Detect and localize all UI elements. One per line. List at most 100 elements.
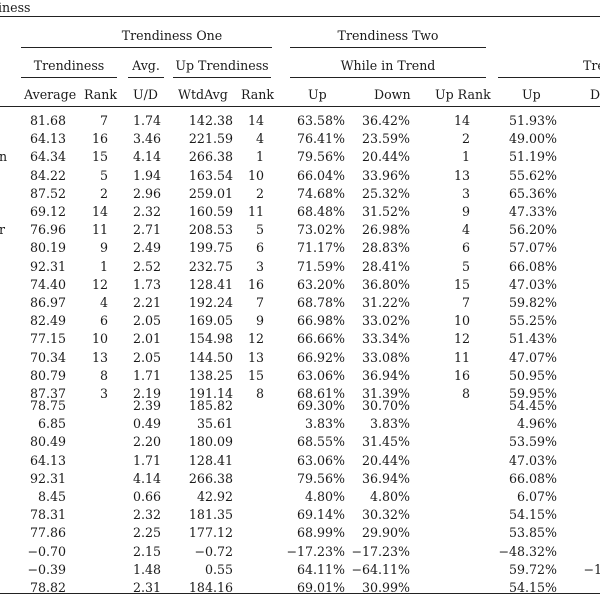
- cell-wtdavg: 266.38: [188, 149, 233, 165]
- cell-wtdavg: 128.41: [188, 452, 233, 468]
- cell-up: 68.55%: [296, 434, 345, 450]
- cell-up3: 57.07%: [508, 240, 557, 256]
- cell-up: 69.01%: [296, 580, 345, 595]
- cell-up3: 47.03%: [508, 276, 557, 292]
- cell-up-rank: 1: [461, 149, 470, 165]
- column-header-average: Average: [24, 87, 77, 102]
- cell-up-rank: 5: [461, 258, 470, 274]
- cell-up-rank: 15: [453, 276, 470, 292]
- cell-wtdavg: 199.75: [188, 240, 233, 256]
- cell-up3: 51.19%: [508, 149, 557, 165]
- cell-up3: 59.72%: [508, 561, 557, 577]
- cell-rank2: 12: [247, 331, 264, 347]
- cell-ud: 1.74: [132, 113, 161, 128]
- cell-down: 33.08%: [361, 349, 410, 365]
- cell-up: 71.17%: [296, 240, 345, 256]
- cell-d3: 2: [540, 277, 600, 292]
- cell-d3: 2: [540, 186, 600, 201]
- cell-up3: 49.00%: [508, 131, 557, 147]
- cell-rank: 13: [91, 349, 108, 365]
- cell-ud: 2.25: [132, 525, 161, 541]
- cell-d3: 1: [540, 131, 600, 146]
- cell-d3: 2: [540, 525, 600, 540]
- subheader-trendiness: Trendiness: [33, 58, 105, 73]
- cell-up: 79.56%: [296, 149, 345, 165]
- cell-rank: 8: [99, 367, 108, 383]
- cell-up3: 53.59%: [508, 434, 557, 450]
- cell-wtdavg: 35.61: [196, 416, 233, 432]
- cell-wtdavg: 185.82: [188, 398, 233, 413]
- cell-up: 66.98%: [296, 313, 345, 329]
- cell-wtdavg: −0.72: [194, 543, 233, 559]
- cell-down: 3.83%: [369, 416, 410, 432]
- cell-up: 79.56%: [296, 470, 345, 486]
- cell-ud: 2.01: [132, 331, 161, 347]
- cell-down: 36.94%: [361, 470, 410, 486]
- cell-d3: 2: [540, 350, 600, 365]
- cell-d3: 2: [540, 113, 600, 128]
- cell-d3: 2: [540, 168, 600, 183]
- cell-d3: −11: [583, 561, 600, 577]
- cell-average: 78.75: [29, 398, 66, 413]
- cell-up: 71.59%: [296, 258, 345, 274]
- column-header-up3: Up: [522, 87, 541, 102]
- cell-rank: 11: [91, 222, 108, 238]
- cell-up3: 56.20%: [508, 222, 557, 238]
- cell-down: 33.96%: [361, 167, 410, 183]
- cell-d3: 1: [540, 149, 600, 164]
- cell-down: 23.59%: [361, 131, 410, 147]
- cell-ud: 2.49: [132, 240, 161, 256]
- cell-rank2: 16: [247, 276, 264, 292]
- cell-up: 68.99%: [296, 525, 345, 541]
- cell-rank2: 5: [255, 222, 264, 238]
- cell-d3: 2: [540, 240, 600, 255]
- cell-d3: 2: [540, 204, 600, 219]
- cell-down: 33.02%: [361, 313, 410, 329]
- cell-wtdavg: 208.53: [188, 222, 233, 238]
- cell-wtdavg: 232.75: [188, 258, 233, 274]
- cell-rank2: 2: [255, 185, 264, 201]
- cell-wtdavg: 180.09: [188, 434, 233, 450]
- cell-up: 63.20%: [296, 276, 345, 292]
- cell-up: 74.68%: [296, 185, 345, 201]
- cell-wtdavg: 0.55: [204, 561, 233, 577]
- cell-up3: 54.45%: [508, 398, 557, 413]
- cell-d3: 2: [540, 398, 600, 413]
- cell-wtdavg: 169.05: [188, 313, 233, 329]
- cell-average: −0.39: [27, 561, 66, 577]
- cell-wtdavg: 191.14: [188, 386, 233, 401]
- cell-wtdavg: 154.98: [188, 331, 233, 347]
- cell-d3: 2: [540, 331, 600, 346]
- cell-rank: 9: [99, 240, 108, 256]
- cell-up-rank: 11: [453, 349, 470, 365]
- cell-down: −64.11%: [351, 561, 410, 577]
- cell-rank2: 1: [255, 149, 264, 165]
- cell-up: 68.61%: [296, 386, 345, 401]
- group-header-trendiness-three: Tre: [583, 58, 600, 73]
- cell-d3: 2: [540, 434, 600, 449]
- table-caption: iness: [0, 0, 31, 15]
- cell-up3: 50.95%: [508, 367, 557, 383]
- cell-down: 4.80%: [369, 489, 410, 504]
- cell-rank2: 9: [255, 313, 264, 329]
- cell-wtdavg: 42.92: [196, 489, 233, 504]
- rule-trendiness: [21, 77, 117, 78]
- cell-average: 76.96: [29, 222, 66, 238]
- cell-up: 63.58%: [296, 113, 345, 128]
- cell-average: 80.19: [29, 240, 66, 256]
- cell-rank2: 6: [255, 240, 264, 256]
- cell-ud: 2.20: [132, 434, 161, 450]
- cell-average: 6.85: [37, 416, 66, 432]
- cell-average: 77.86: [29, 525, 66, 541]
- rule-trendiness-one: [21, 47, 272, 48]
- cell-rank2: 10: [247, 167, 264, 183]
- cell-up: 66.66%: [296, 331, 345, 347]
- cell-down: 31.52%: [361, 204, 410, 219]
- cell-ud: 1.73: [132, 276, 161, 292]
- cell-up3: 47.07%: [508, 349, 557, 365]
- cell-up: 66.92%: [296, 349, 345, 365]
- cell-down: 36.42%: [361, 113, 410, 128]
- cell-ud: 2.21: [132, 295, 161, 310]
- cell-up-rank: 10: [453, 313, 470, 329]
- cell-average: 86.97: [29, 295, 66, 310]
